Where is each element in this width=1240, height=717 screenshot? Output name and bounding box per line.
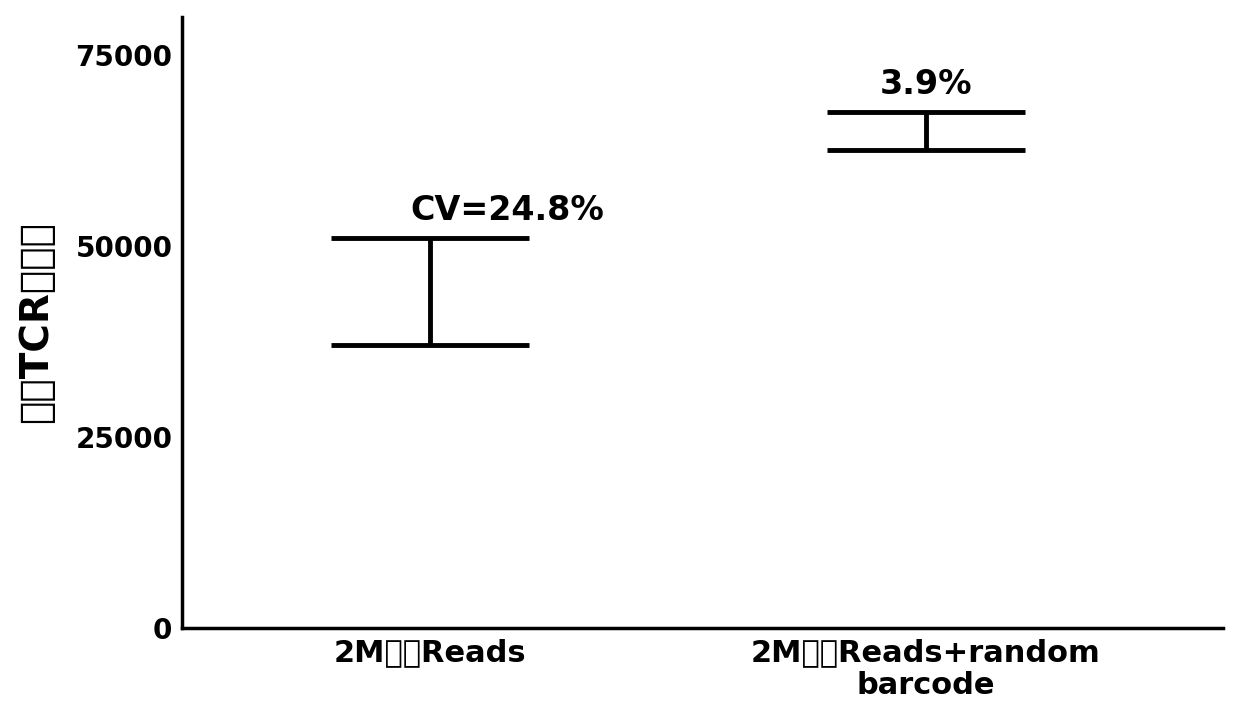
- Text: CV=24.8%: CV=24.8%: [410, 194, 604, 227]
- Text: 3.9%: 3.9%: [879, 67, 972, 100]
- Y-axis label: 独特TCR克隆数: 独特TCR克隆数: [16, 222, 55, 423]
